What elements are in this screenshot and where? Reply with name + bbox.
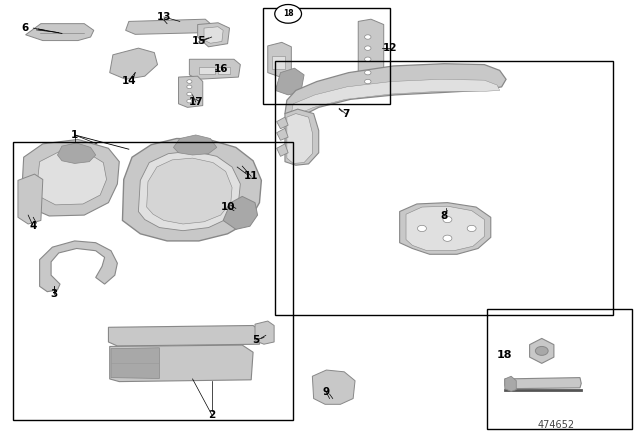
Text: 12: 12: [383, 43, 397, 53]
Circle shape: [365, 70, 371, 75]
Polygon shape: [109, 48, 157, 79]
Text: 15: 15: [191, 36, 206, 47]
Text: 18: 18: [283, 9, 294, 18]
Text: 9: 9: [323, 387, 330, 397]
Polygon shape: [505, 378, 581, 389]
Circle shape: [467, 225, 476, 232]
Circle shape: [443, 216, 452, 223]
Circle shape: [187, 99, 192, 103]
Polygon shape: [505, 376, 516, 392]
Bar: [13, 142, 293, 420]
Polygon shape: [173, 135, 217, 155]
Polygon shape: [58, 143, 96, 164]
Circle shape: [443, 235, 452, 241]
Text: 14: 14: [122, 76, 136, 86]
Bar: [275, 61, 613, 315]
Polygon shape: [285, 64, 506, 122]
Text: 474652: 474652: [537, 420, 574, 430]
Polygon shape: [223, 196, 257, 229]
Text: 1: 1: [71, 130, 78, 140]
Polygon shape: [275, 68, 304, 95]
Polygon shape: [399, 202, 491, 254]
Text: 13: 13: [157, 12, 171, 22]
Circle shape: [187, 85, 192, 89]
Circle shape: [536, 346, 548, 355]
Circle shape: [275, 4, 301, 23]
Bar: [487, 309, 632, 429]
Polygon shape: [276, 144, 288, 156]
Text: 7: 7: [342, 108, 349, 119]
Polygon shape: [268, 43, 291, 77]
Polygon shape: [189, 59, 241, 79]
Circle shape: [365, 35, 371, 39]
Text: 10: 10: [220, 202, 235, 212]
Polygon shape: [40, 241, 117, 292]
Text: 16: 16: [214, 64, 228, 74]
Polygon shape: [111, 348, 159, 379]
Text: 2: 2: [208, 409, 215, 420]
Bar: [272, 56, 285, 69]
Polygon shape: [276, 128, 288, 140]
Text: 6: 6: [21, 23, 29, 33]
Polygon shape: [204, 27, 223, 43]
Polygon shape: [291, 79, 500, 115]
Polygon shape: [122, 138, 261, 241]
Text: 3: 3: [51, 289, 58, 299]
Polygon shape: [179, 76, 203, 108]
Circle shape: [187, 92, 192, 96]
Polygon shape: [287, 114, 312, 164]
Text: 11: 11: [244, 172, 259, 181]
Polygon shape: [285, 109, 319, 165]
Text: 8: 8: [440, 211, 448, 221]
Text: 5: 5: [253, 335, 260, 345]
Polygon shape: [125, 19, 213, 34]
Polygon shape: [276, 117, 288, 129]
Polygon shape: [109, 345, 253, 382]
Polygon shape: [18, 174, 43, 224]
Text: 17: 17: [188, 97, 203, 107]
Polygon shape: [36, 152, 106, 205]
Polygon shape: [147, 158, 232, 224]
Bar: [262, 8, 390, 104]
Circle shape: [187, 80, 192, 83]
Circle shape: [365, 57, 371, 61]
Text: 18: 18: [497, 350, 513, 360]
Polygon shape: [255, 321, 274, 344]
Bar: [199, 67, 215, 73]
Polygon shape: [358, 19, 384, 90]
Polygon shape: [406, 206, 484, 251]
Polygon shape: [26, 24, 94, 41]
Polygon shape: [198, 23, 230, 47]
Polygon shape: [530, 338, 554, 363]
Circle shape: [417, 225, 426, 232]
Circle shape: [365, 46, 371, 50]
Bar: [218, 67, 230, 73]
Polygon shape: [312, 370, 355, 404]
Text: 4: 4: [29, 221, 37, 231]
Circle shape: [365, 79, 371, 84]
Polygon shape: [22, 139, 119, 216]
Polygon shape: [108, 326, 261, 346]
Polygon shape: [138, 151, 241, 231]
